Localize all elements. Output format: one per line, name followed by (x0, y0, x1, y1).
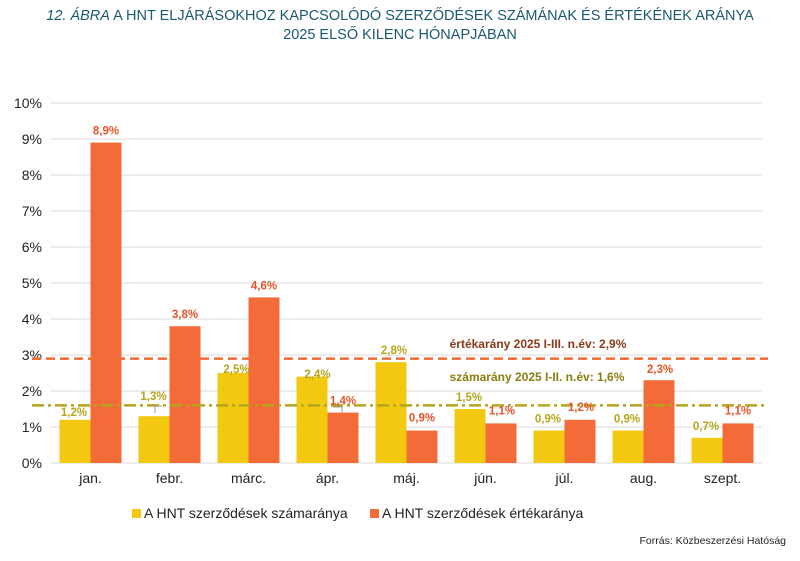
data-label-count: 2,8% (381, 345, 407, 357)
bar-value (169, 326, 201, 463)
bar-count (138, 416, 170, 463)
bar-value (722, 423, 754, 463)
x-tick-label: febr. (156, 470, 183, 486)
data-label-count: 0,7% (693, 421, 719, 433)
bar-value (327, 412, 359, 463)
leader-line (154, 405, 162, 413)
y-tick-label: 9% (22, 131, 42, 147)
legend-swatch-count (132, 509, 141, 518)
y-tick-label: 2% (22, 383, 42, 399)
x-tick-label: márc. (231, 470, 266, 486)
bar-value (485, 423, 517, 463)
y-tick-label: 10% (14, 95, 42, 111)
bar-value (643, 380, 675, 463)
bar-count (691, 437, 723, 463)
y-tick-label: 7% (22, 203, 42, 219)
data-label-value: 1,2% (568, 402, 594, 414)
x-tick-label: júl. (555, 470, 574, 486)
bar-count (59, 419, 91, 463)
title-line-1: A HNT ELJÁRÁSOKHOZ KAPCSOLÓDÓ SZERZŐDÉSE… (113, 8, 754, 24)
legend-swatch-value (370, 509, 379, 518)
reference-label-value: értékarány 2025 I-III. n.év: 2,9% (450, 337, 627, 351)
data-label-count: 2,5% (223, 364, 249, 376)
source-note: Forrás: Közbeszerzési Hatóság (639, 535, 786, 547)
figure-number: 12. ÁBRA (46, 8, 110, 24)
bar-count (296, 376, 328, 463)
data-label-count: 0,9% (535, 414, 561, 426)
y-tick-label: 0% (22, 455, 42, 471)
x-tick-label: jún. (473, 470, 497, 486)
data-label-value: 3,8% (172, 309, 198, 321)
data-label-count: 1,3% (140, 391, 166, 403)
data-label-value: 8,9% (93, 126, 119, 138)
chart-title: 12. ÁBRA A HNT ELJÁRÁSOKHOZ KAPCSOLÓDÓ S… (0, 7, 800, 45)
leader-line (333, 406, 343, 413)
data-label-value: 1,4% (330, 396, 356, 408)
data-label-count: 1,2% (61, 407, 87, 419)
x-tick-label: aug. (630, 470, 657, 486)
legend-label-count: A HNT szerződések számaránya (144, 505, 348, 521)
y-tick-label: 8% (22, 167, 42, 183)
bar-count (454, 409, 486, 463)
data-label-count: 0,9% (614, 414, 640, 426)
x-tick-label: jan. (78, 470, 102, 486)
legend-label-value: A HNT szerződések értékaránya (382, 505, 583, 521)
reference-label-count: számarány 2025 I-II. n.év: 1,6% (450, 370, 625, 384)
x-tick-label: máj. (393, 470, 419, 486)
y-tick-label: 6% (22, 239, 42, 255)
data-label-value: 2,3% (647, 364, 673, 376)
bar-value (564, 419, 596, 463)
y-tick-label: 1% (22, 419, 42, 435)
data-label-count: 1,5% (456, 392, 482, 404)
bar-value (406, 430, 438, 463)
y-tick-label: 5% (22, 275, 42, 291)
x-tick-label: szept. (704, 470, 741, 486)
bar-count (612, 430, 644, 463)
y-tick-label: 3% (22, 347, 42, 363)
data-label-value: 1,1% (725, 405, 751, 417)
y-tick-label: 4% (22, 311, 42, 327)
bar-count (533, 430, 565, 463)
bar-count (375, 362, 407, 463)
data-label-value: 1,1% (489, 405, 515, 417)
title-line-2: 2025 ELSŐ KILENC HÓNAPJÁBAN (283, 27, 517, 43)
data-label-count: 2,4% (304, 369, 330, 381)
bar-value (90, 142, 122, 463)
data-label-value: 4,6% (251, 280, 277, 292)
x-tick-label: ápr. (316, 470, 339, 486)
bar-value (248, 297, 280, 463)
data-label-value: 0,9% (409, 413, 435, 425)
bar-count (217, 373, 249, 463)
